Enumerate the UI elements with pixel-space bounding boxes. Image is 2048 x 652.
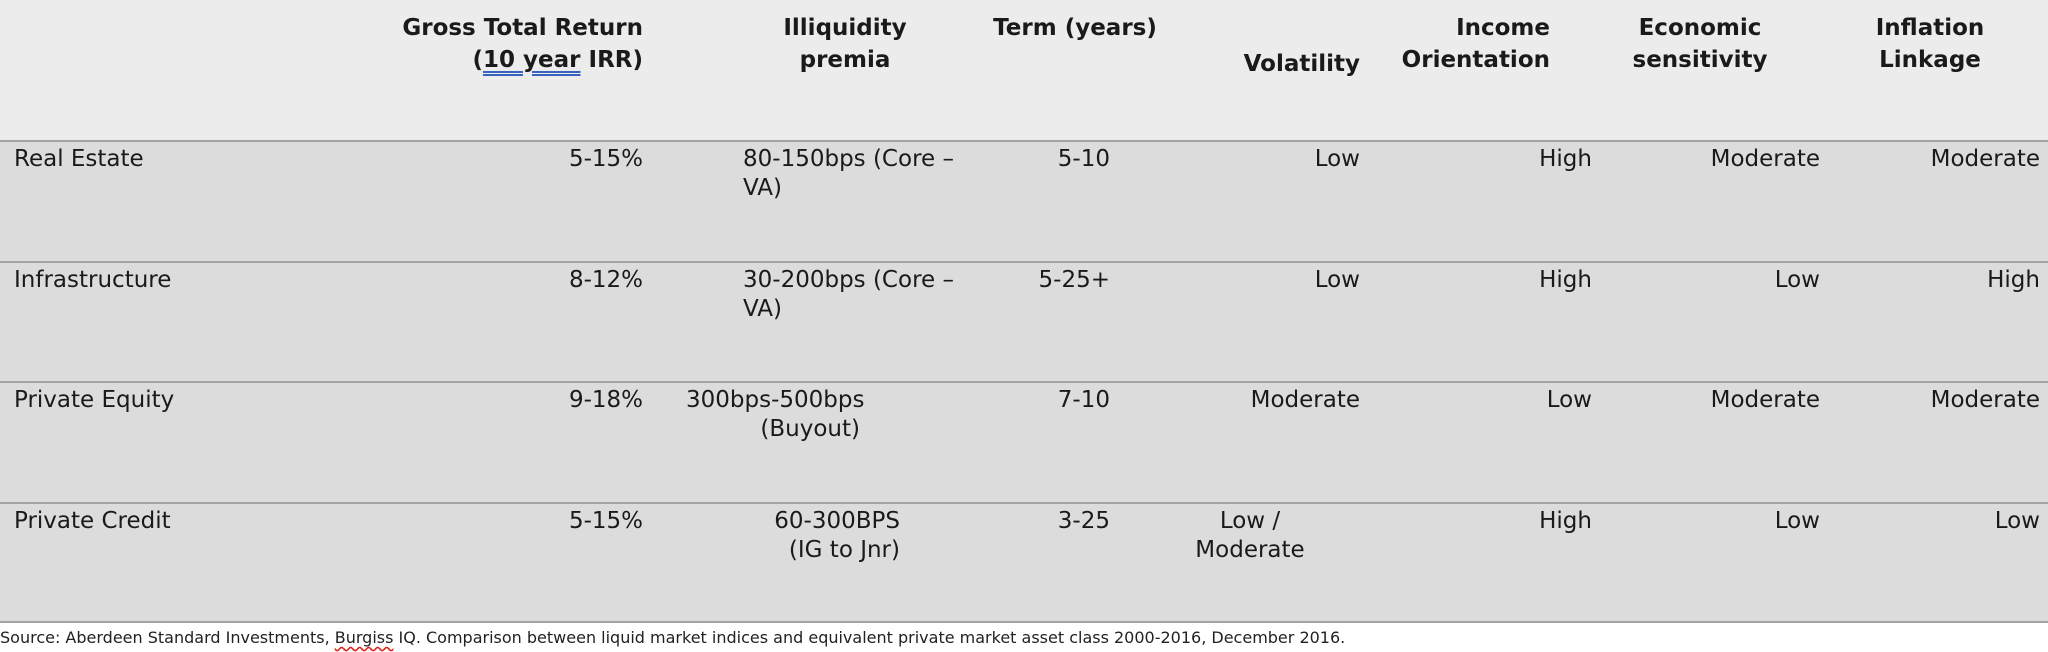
- cell-volatility: Low: [1314, 267, 1360, 293]
- cell-inflation: Low: [1994, 508, 2040, 534]
- header-gross-total-return-line2: (10 year IRR): [472, 47, 644, 73]
- cell-term: 7-10: [1057, 387, 1110, 413]
- cell-return: 5-15%: [568, 146, 643, 172]
- cell-economic: Low: [1774, 508, 1820, 534]
- cell-income: High: [1539, 267, 1592, 293]
- cell-asset: Real Estate: [14, 146, 144, 172]
- cell-premia: 30-200bps (Core – VA): [743, 267, 954, 322]
- cell-asset: Private Credit: [14, 508, 171, 534]
- header-illiquidity-premia: Illiquidity premia: [783, 15, 907, 73]
- source-note: Source: Aberdeen Standard Investments, B…: [0, 628, 1346, 647]
- cell-inflation: Moderate: [1930, 387, 2040, 413]
- cell-volatility: Moderate: [1250, 387, 1360, 413]
- cell-volatility: Low: [1314, 146, 1360, 172]
- cell-return: 8-12%: [568, 267, 643, 293]
- header-gross-total-return: Gross Total Return (10 year IRR): [402, 12, 643, 76]
- cell-inflation: Moderate: [1930, 146, 2040, 172]
- table-row: Private Credit 5-15% 60-300BPS (IG to Jn…: [0, 504, 2048, 623]
- cell-premia: 300bps-500bps (Buyout): [686, 387, 865, 442]
- cell-term: 5-10: [1057, 146, 1110, 172]
- cell-term: 3-25: [1057, 508, 1110, 534]
- cell-asset: Infrastructure: [14, 267, 172, 293]
- cell-economic: Moderate: [1710, 146, 1820, 172]
- cell-income: High: [1539, 508, 1592, 534]
- header-term: Term (years): [993, 15, 1157, 41]
- cell-economic: Moderate: [1710, 387, 1820, 413]
- cell-income: High: [1539, 146, 1592, 172]
- header-volatility: Volatility: [1243, 51, 1360, 77]
- cell-volatility: Low / Moderate: [1195, 508, 1305, 563]
- cell-term: 5-25+: [1038, 267, 1110, 293]
- cell-premia: 60-300BPS (IG to Jnr): [774, 508, 900, 563]
- cell-return: 5-15%: [568, 508, 643, 534]
- table-row: Infrastructure 8-12% 30-200bps (Core – V…: [0, 263, 2048, 383]
- table-row: Real Estate 5-15% 80-150bps (Core – VA) …: [0, 142, 2048, 263]
- header-gross-total-return-line1: Gross Total Return: [402, 15, 643, 41]
- cell-asset: Private Equity: [14, 387, 175, 413]
- header-income-orientation: Income Orientation: [1401, 15, 1550, 73]
- cell-premia: 80-150bps (Core – VA): [743, 146, 954, 201]
- burgiss-spellcheck-word: Burgiss: [334, 628, 394, 647]
- cell-return: 9-18%: [568, 387, 643, 413]
- cell-inflation: High: [1987, 267, 2040, 293]
- cell-economic: Low: [1774, 267, 1820, 293]
- header-economic-sensitivity: Economic sensitivity: [1632, 15, 1768, 73]
- cell-income: Low: [1546, 387, 1592, 413]
- header-inflation-linkage: Inflation Linkage: [1875, 15, 1985, 73]
- ten-year-link[interactable]: 10 year: [483, 47, 581, 73]
- comparison-table: Gross Total Return (10 year IRR) Illiqui…: [0, 0, 2048, 623]
- table-header-row: Gross Total Return (10 year IRR) Illiqui…: [0, 0, 2048, 142]
- table-row: Private Equity 9-18% 300bps-500bps (Buyo…: [0, 383, 2048, 504]
